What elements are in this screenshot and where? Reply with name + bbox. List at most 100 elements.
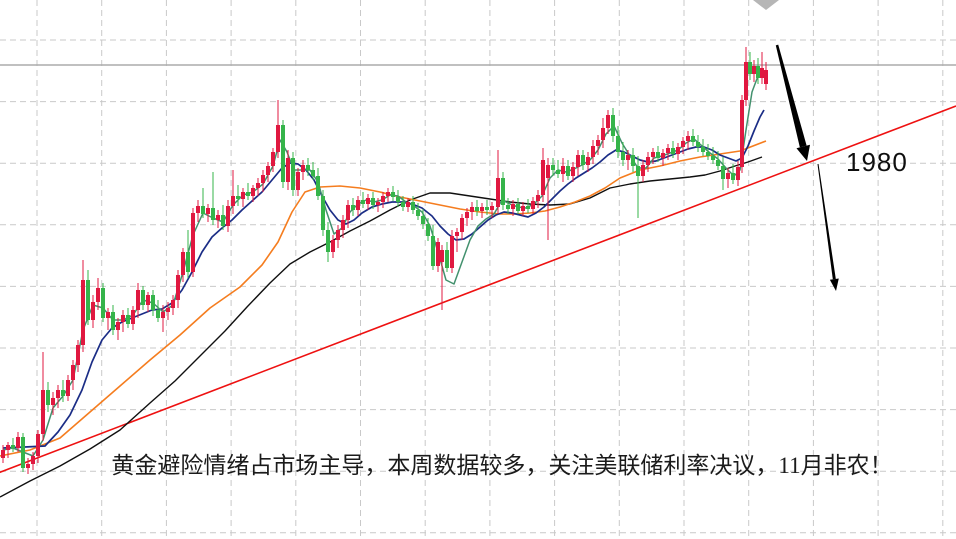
up-candle (601, 118, 605, 148)
price-level-label: 1980 (846, 147, 908, 177)
down-candle (21, 433, 25, 472)
up-candle (536, 190, 540, 208)
up-candle (56, 385, 60, 408)
up-candle (366, 194, 370, 210)
down-candle (611, 108, 615, 142)
up-candle (760, 52, 764, 84)
down-candle (126, 308, 130, 328)
down-candle (706, 144, 710, 160)
up-candle (171, 295, 175, 315)
down-candle (411, 196, 415, 214)
down-candle (516, 198, 520, 214)
down-candle (306, 158, 310, 176)
candlesticks (1, 47, 768, 474)
up-candle (376, 198, 380, 212)
up-candle (181, 248, 185, 282)
up-candle (231, 170, 235, 214)
up-candle (266, 162, 270, 182)
up-candle (51, 392, 55, 415)
down-candle (526, 199, 530, 213)
down-candle (501, 172, 505, 210)
ma-slow-line (0, 140, 767, 457)
up-candle (166, 302, 170, 320)
down-candle (756, 58, 760, 84)
down-candle (566, 160, 570, 180)
up-candle (206, 204, 210, 222)
up-candle (521, 202, 525, 216)
down-candle (696, 135, 700, 152)
up-candle (386, 188, 390, 202)
up-candle (196, 200, 200, 222)
down-candle (431, 225, 435, 270)
down-candle (11, 438, 15, 452)
down-candle (111, 305, 115, 335)
caption-text: 黄金避险情绪占市场主导，本周数据较多，关注美联储利率决议，11月非农！ (111, 453, 893, 478)
up-candle (226, 200, 230, 232)
up-candle (76, 340, 80, 372)
up-candle (606, 110, 610, 134)
down-candle (701, 139, 705, 156)
down-candle (426, 218, 430, 241)
down-candle (151, 290, 155, 316)
up-candle (736, 161, 740, 186)
up-candle (440, 245, 444, 310)
down-candle (401, 196, 405, 211)
up-candle (561, 158, 565, 182)
up-candle (346, 200, 350, 228)
down-candle (361, 192, 365, 208)
up-candle (511, 200, 515, 216)
up-candle (136, 283, 140, 318)
up-candle (686, 131, 690, 150)
up-candle (341, 215, 345, 238)
down-candle (485, 200, 489, 215)
thin-down-arrow-icon (817, 163, 839, 291)
up-candle (681, 137, 685, 154)
down-candle (371, 192, 375, 209)
up-candle (161, 305, 165, 332)
up-candle (26, 458, 30, 474)
up-candle (436, 238, 440, 272)
down-candle (46, 382, 50, 412)
up-candle (641, 160, 645, 182)
down-candle (556, 160, 560, 178)
down-candle (711, 147, 715, 164)
support-trendline (0, 105, 956, 474)
up-candle (480, 203, 484, 218)
down-candle (671, 141, 675, 158)
up-candle (41, 352, 45, 441)
up-candle (71, 360, 75, 390)
down-candle (581, 150, 585, 170)
up-candle (470, 202, 474, 220)
down-candle (221, 205, 225, 230)
down-candle (201, 188, 205, 218)
up-candle (216, 210, 220, 228)
down-candle (101, 283, 105, 322)
up-candle (271, 148, 275, 172)
down-candle (621, 142, 625, 166)
up-candle (496, 150, 500, 214)
up-candle (764, 62, 768, 90)
up-candle (331, 235, 335, 258)
down-candle (211, 172, 215, 225)
down-candle (236, 185, 240, 206)
up-candle (16, 432, 20, 452)
down-candle (551, 158, 555, 176)
up-candle (36, 430, 40, 463)
up-candle (744, 47, 748, 106)
up-candle (276, 100, 280, 158)
up-candle (651, 148, 655, 164)
up-candle (91, 295, 95, 328)
down-candle (506, 198, 510, 214)
up-candle (251, 185, 255, 202)
down-candle (156, 300, 160, 322)
down-candle (186, 230, 190, 278)
up-candle (191, 208, 195, 277)
down-candle (351, 198, 355, 216)
up-candle (241, 188, 245, 207)
up-candle (256, 178, 260, 196)
up-candle (490, 202, 494, 218)
down-candle (86, 270, 90, 325)
up-candle (541, 148, 545, 202)
down-candle (316, 168, 320, 200)
